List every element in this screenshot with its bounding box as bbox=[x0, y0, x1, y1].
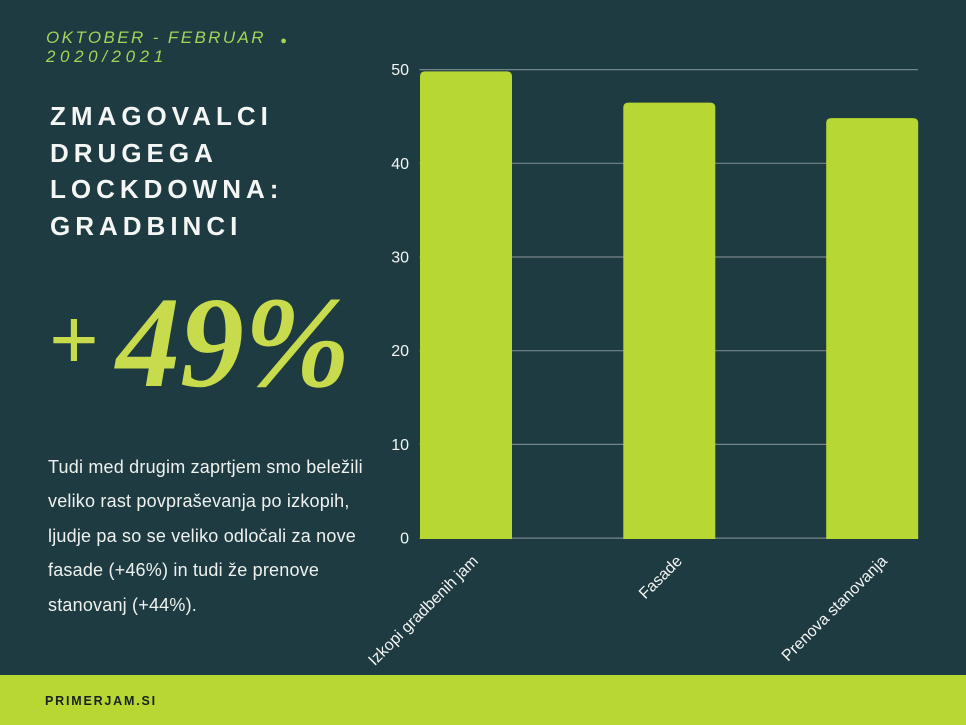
svg-text:10: 10 bbox=[391, 437, 409, 454]
svg-text:50: 50 bbox=[391, 62, 409, 79]
svg-text:Prenova stanovanja: Prenova stanovanja bbox=[779, 553, 891, 665]
svg-text:Fasade: Fasade bbox=[636, 553, 686, 603]
svg-text:30: 30 bbox=[391, 250, 409, 267]
svg-text:Izkopi gradbenih jam: Izkopi gradbenih jam bbox=[365, 553, 481, 669]
svg-text:40: 40 bbox=[391, 156, 409, 173]
svg-text:0: 0 bbox=[400, 531, 409, 548]
svg-text:20: 20 bbox=[391, 343, 409, 360]
